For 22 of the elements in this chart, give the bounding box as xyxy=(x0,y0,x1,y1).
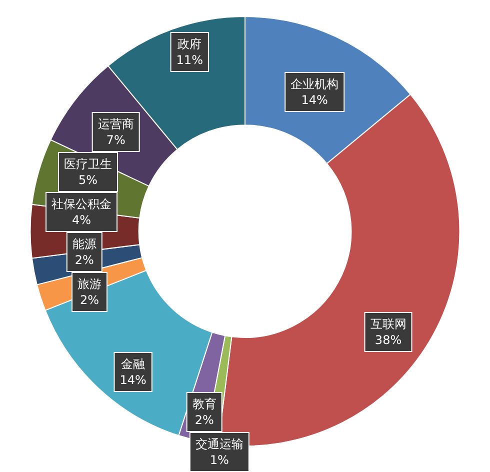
data-label: 14% xyxy=(301,93,328,107)
data-label: 2% xyxy=(74,253,94,267)
data-label: 1% xyxy=(210,453,229,467)
data-label: 14% xyxy=(120,373,146,387)
slice-label: 政府 xyxy=(178,37,202,51)
slice-label: 互联网 xyxy=(370,317,406,331)
data-label: 2% xyxy=(80,293,100,307)
data-label: 7% xyxy=(106,133,126,147)
data-label: 38% xyxy=(374,333,402,347)
data-label: 5% xyxy=(78,173,98,187)
slice-label: 企业机构 xyxy=(290,77,339,91)
slice-label: 交通运输 xyxy=(195,437,244,451)
slice-label: 医疗卫生 xyxy=(64,157,112,171)
slice-label: 教育 xyxy=(192,397,216,411)
data-label: 11% xyxy=(176,53,203,67)
slice-label: 金融 xyxy=(121,357,146,371)
data-label: 2% xyxy=(194,413,214,427)
slice-label: 能源 xyxy=(72,237,96,251)
data-label: 4% xyxy=(72,213,92,227)
slice-label: 旅游 xyxy=(78,277,102,291)
slice-label: 社保公积金 xyxy=(52,197,112,211)
slice-label: 运营商 xyxy=(98,117,134,131)
